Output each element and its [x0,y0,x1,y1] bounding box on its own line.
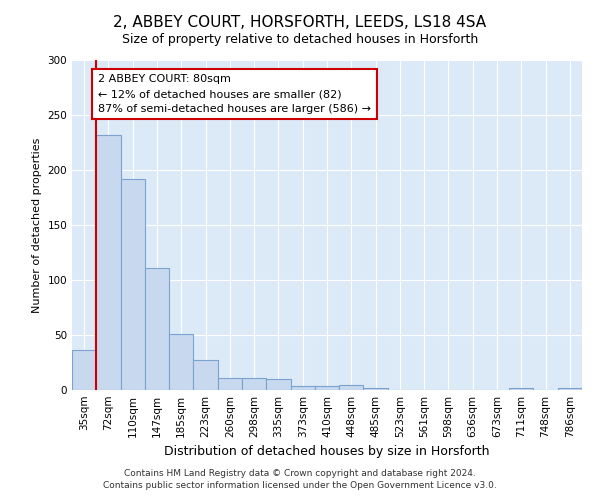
Bar [339,384,364,390]
Bar [169,334,193,390]
Bar [145,268,169,390]
Text: 2, ABBEY COURT, HORSFORTH, LEEDS, LS18 4SA: 2, ABBEY COURT, HORSFORTH, LEEDS, LS18 4… [113,15,487,30]
Bar [242,378,266,390]
Bar [266,379,290,390]
Bar [315,386,339,390]
Bar [290,386,315,390]
Bar [72,350,96,390]
Bar [193,360,218,390]
Y-axis label: Number of detached properties: Number of detached properties [32,138,42,312]
Bar [509,388,533,390]
Bar [364,388,388,390]
Bar [218,378,242,390]
X-axis label: Distribution of detached houses by size in Horsforth: Distribution of detached houses by size … [164,446,490,458]
Bar [96,135,121,390]
Bar [121,179,145,390]
Bar [558,388,582,390]
Text: Size of property relative to detached houses in Horsforth: Size of property relative to detached ho… [122,32,478,46]
Text: Contains HM Land Registry data © Crown copyright and database right 2024.
Contai: Contains HM Land Registry data © Crown c… [103,468,497,490]
Text: 2 ABBEY COURT: 80sqm
← 12% of detached houses are smaller (82)
87% of semi-detac: 2 ABBEY COURT: 80sqm ← 12% of detached h… [98,74,371,114]
